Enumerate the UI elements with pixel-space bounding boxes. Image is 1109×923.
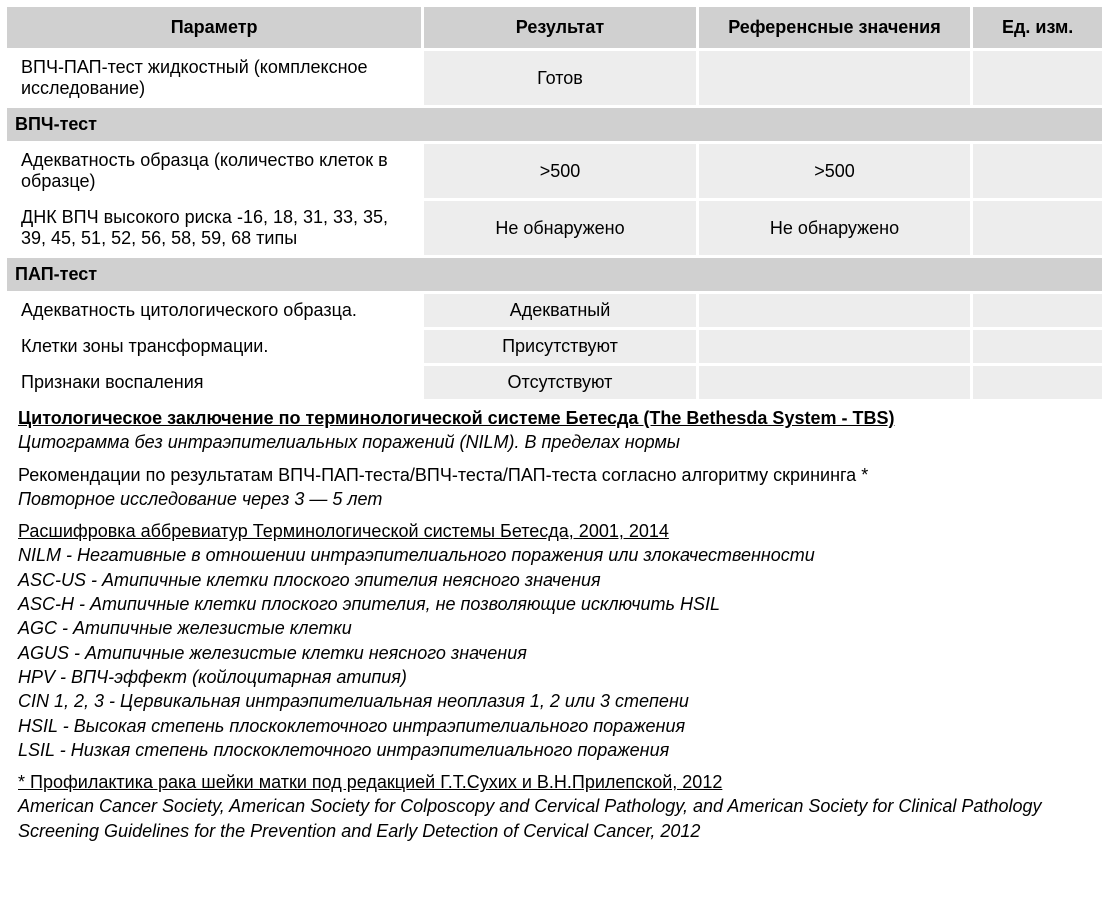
table-row: Адекватность образца (количество клеток … [6,143,1104,200]
table-row: Клетки зоны трансформации.Присутствуют [6,329,1104,365]
cell-unit [972,293,1104,329]
table-row: ПАП-тест [6,257,1104,293]
abbreviations-block: Расшифровка аббревиатур Терминологическо… [18,519,1097,762]
abbreviation-item: AGC - Атипичные железистые клетки [18,616,1097,640]
abbreviation-item: AGUS - Атипичные железистые клетки неясн… [18,641,1097,665]
cell-result: Отсутствуют [423,365,698,401]
table-row: ВПЧ-ПАП-тест жидкостный (комплексное исс… [6,50,1104,107]
cell-result: Не обнаружено [423,200,698,257]
cell-reference [697,293,972,329]
conclusion-text: Цитограмма без интраэпителиальных пораже… [18,430,1097,454]
cell-unit [972,143,1104,200]
abbreviation-item: ASC-US - Атипичные клетки плоского эпите… [18,568,1097,592]
table-row: Адекватность цитологического образца.Аде… [6,293,1104,329]
cell-param: Клетки зоны трансформации. [6,329,423,365]
cell-param: ВПЧ-ПАП-тест жидкостный (комплексное исс… [6,50,423,107]
header-param: Параметр [6,6,423,50]
notes-area: Цитологическое заключение по терминологи… [4,402,1105,855]
cell-result: >500 [423,143,698,200]
cell-reference [697,365,972,401]
cell-param: ДНК ВПЧ высокого риска -16, 18, 31, 33, … [6,200,423,257]
cell-unit [972,329,1104,365]
abbreviation-item: ASC-H - Атипичные клетки плоского эпител… [18,592,1097,616]
cell-reference: Не обнаружено [697,200,972,257]
cell-reference [697,50,972,107]
cell-result: Присутствуют [423,329,698,365]
results-table: Параметр Результат Референсные значения … [4,4,1105,402]
conclusion-block: Цитологическое заключение по терминологи… [18,406,1097,455]
abbreviation-item: LSIL - Низкая степень плоскоклеточного и… [18,738,1097,762]
table-row: ДНК ВПЧ высокого риска -16, 18, 31, 33, … [6,200,1104,257]
footnote-line1: * Профилактика рака шейки матки под реда… [18,770,1097,794]
abbreviation-item: HPV - ВПЧ-эффект (койлоцитарная атипия) [18,665,1097,689]
cell-unit [972,200,1104,257]
cell-unit [972,50,1104,107]
header-unit: Ед. изм. [972,6,1104,50]
abbreviation-item: NILM - Негативные в отношении интраэпите… [18,543,1097,567]
cell-reference [697,329,972,365]
conclusion-title: Цитологическое заключение по терминологи… [18,406,1097,430]
table-header-row: Параметр Результат Референсные значения … [6,6,1104,50]
recommendations-block: Рекомендации по результатам ВПЧ-ПАП-тест… [18,463,1097,512]
abbreviation-item: HSIL - Высокая степень плоскоклеточного … [18,714,1097,738]
table-row: ВПЧ-тест [6,107,1104,143]
recommendations-title: Рекомендации по результатам ВПЧ-ПАП-тест… [18,463,1097,487]
header-result: Результат [423,6,698,50]
cell-param: Адекватность цитологического образца. [6,293,423,329]
header-reference: Референсные значения [697,6,972,50]
cell-param: Адекватность образца (количество клеток … [6,143,423,200]
table-row: Признаки воспаленияОтсутствуют [6,365,1104,401]
cell-param: Признаки воспаления [6,365,423,401]
section-label: ПАП-тест [6,257,1104,293]
abbreviations-list: NILM - Негативные в отношении интраэпите… [18,543,1097,762]
cell-reference: >500 [697,143,972,200]
recommendations-text: Повторное исследование через 3 — 5 лет [18,487,1097,511]
abbreviations-title: Расшифровка аббревиатур Терминологическо… [18,519,1097,543]
footnote-block: * Профилактика рака шейки матки под реда… [18,770,1097,843]
abbreviation-item: CIN 1, 2, 3 - Цервикальная интраэпителиа… [18,689,1097,713]
cell-result: Готов [423,50,698,107]
cell-result: Адекватный [423,293,698,329]
footnote-line2: American Cancer Society, American Societ… [18,794,1097,843]
cell-unit [972,365,1104,401]
section-label: ВПЧ-тест [6,107,1104,143]
